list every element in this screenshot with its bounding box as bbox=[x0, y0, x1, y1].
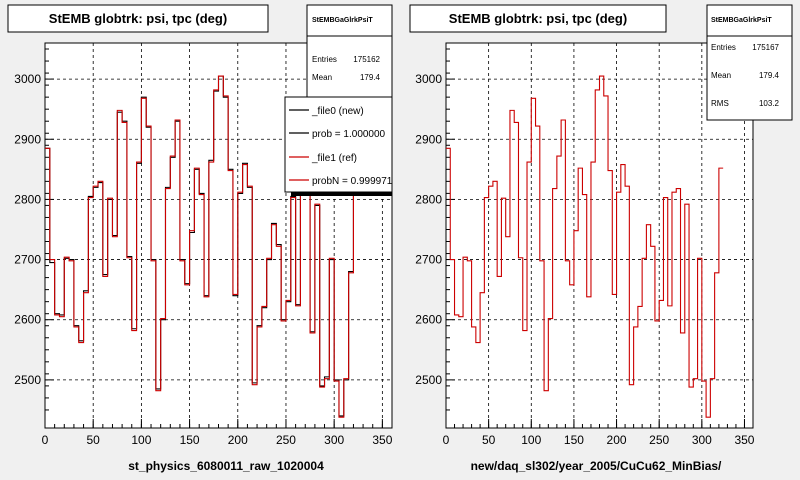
x-tick-label: 350 bbox=[734, 433, 754, 447]
y-tick-label: 2800 bbox=[14, 192, 41, 206]
right-stats-mean-label: Mean bbox=[711, 71, 731, 80]
left-x-axis-label: st_physics_6080011_raw_1020004 bbox=[128, 459, 324, 473]
y-tick-label: 2500 bbox=[14, 373, 41, 387]
left-stats-entries-label: Entries bbox=[312, 55, 337, 64]
x-tick-label: 300 bbox=[692, 433, 712, 447]
x-tick-label: 100 bbox=[521, 433, 541, 447]
y-tick-label: 2600 bbox=[14, 313, 41, 327]
legend-label-prob: prob = 1.000000 bbox=[312, 129, 386, 140]
left-title-box bbox=[7, 4, 269, 33]
left-stats-entries-value: 175162 bbox=[353, 55, 380, 64]
right-x-axis-label: new/daq_sl302/year_2005/CuCu62_MinBias/ bbox=[471, 459, 722, 473]
left-stats-name: StEMBGaGlrkPsiT bbox=[312, 17, 373, 24]
x-tick-label: 250 bbox=[276, 433, 296, 447]
right-stats-rms-label: RMS bbox=[711, 99, 729, 108]
right-stats-mean-value: 179.4 bbox=[759, 71, 780, 80]
x-tick-label: 0 bbox=[443, 433, 450, 447]
left-stats-mean-value: 179.4 bbox=[360, 73, 381, 82]
y-tick-label: 2500 bbox=[415, 373, 442, 387]
left-stats-box bbox=[306, 4, 393, 99]
x-tick-label: 50 bbox=[87, 433, 101, 447]
right-axis-ticks: 0 50 100 150 200 250 300 350 2500 2600 2700 2800 290… bbox=[415, 48, 755, 447]
legend-label-probn: probN = 0.999971 bbox=[312, 176, 393, 187]
y-tick-label: 3000 bbox=[14, 72, 41, 86]
y-tick-label: 2900 bbox=[14, 132, 41, 146]
x-tick-label: 50 bbox=[482, 433, 496, 447]
legend-label-ref: _file1 (ref) bbox=[311, 153, 357, 164]
x-tick-label: 350 bbox=[372, 433, 392, 447]
legend-label-new: _file0 (new) bbox=[311, 106, 364, 117]
y-tick-label: 2700 bbox=[415, 253, 442, 267]
x-tick-label: 300 bbox=[324, 433, 344, 447]
right-stats-entries-value: 175167 bbox=[752, 43, 779, 52]
left-axis-ticks: 0 50 100 150 200 250 300 350 2500 2600 2700 2800 290… bbox=[14, 48, 393, 447]
y-tick-label: 2600 bbox=[415, 313, 442, 327]
right-stats-rms-value: 103.2 bbox=[759, 99, 780, 108]
x-tick-label: 150 bbox=[564, 433, 584, 447]
right-title: StEMB globtrk: psi, tpc (deg) bbox=[449, 11, 627, 26]
x-tick-label: 200 bbox=[228, 433, 248, 447]
legend-box bbox=[284, 96, 393, 193]
histogram--file1-ref- bbox=[446, 75, 724, 418]
right-stats-entries-label: Entries bbox=[711, 43, 736, 52]
x-tick-label: 0 bbox=[42, 433, 49, 447]
x-tick-label: 100 bbox=[131, 433, 151, 447]
y-tick-label: 3000 bbox=[415, 72, 442, 86]
x-tick-label: 250 bbox=[649, 433, 669, 447]
right-stats-name: StEMBGaGlrkPsiT bbox=[711, 17, 772, 24]
left-stats-mean-label: Mean bbox=[312, 73, 332, 82]
right-histograms bbox=[446, 75, 724, 418]
right-title-box bbox=[409, 4, 667, 33]
y-tick-label: 2800 bbox=[415, 192, 442, 206]
x-tick-label: 200 bbox=[607, 433, 627, 447]
left-title: StEMB globtrk: psi, tpc (deg) bbox=[49, 11, 227, 26]
right-pad: 0 50 100 150 200 250 300 350 2500 2600 2700 2800 290… bbox=[409, 4, 793, 473]
y-tick-label: 2700 bbox=[14, 253, 41, 267]
y-tick-label: 2900 bbox=[415, 132, 442, 146]
right-stats-box bbox=[706, 4, 793, 121]
x-tick-label: 150 bbox=[180, 433, 200, 447]
left-pad: 0 50 100 150 200 250 300 350 2500 2600 2700 2800 290… bbox=[7, 4, 393, 473]
